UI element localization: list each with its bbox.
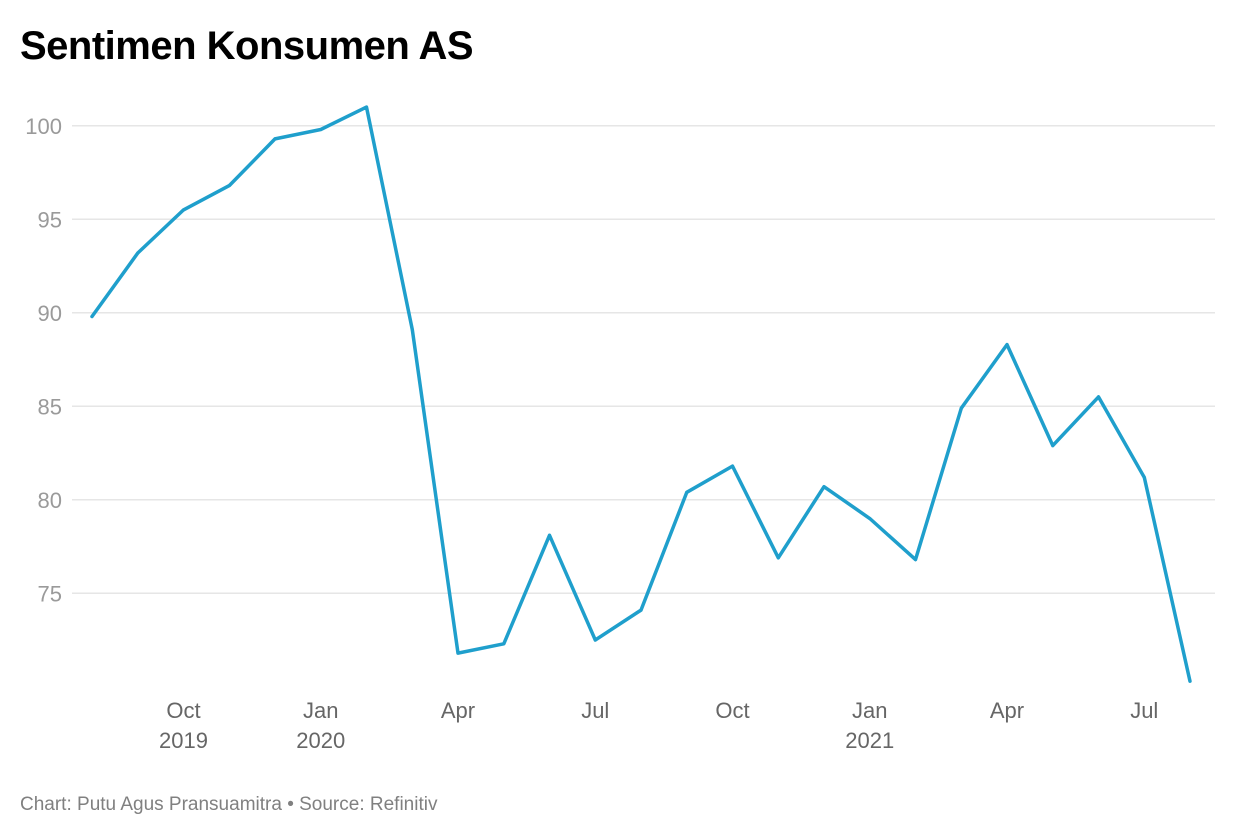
y-tick-label: 90 <box>38 301 62 326</box>
data-point <box>227 184 231 188</box>
data-point <box>136 251 140 255</box>
data-point <box>548 533 551 537</box>
x-tick-label: Jan <box>852 698 887 723</box>
y-tick-label: 75 <box>38 581 62 606</box>
y-tick-label: 80 <box>38 488 62 513</box>
data-point <box>731 464 734 468</box>
x-tick-label: Jan <box>303 698 338 723</box>
data-point <box>90 315 94 319</box>
data-point <box>365 105 368 109</box>
x-tick-label: Apr <box>990 698 1024 723</box>
data-point <box>456 651 460 655</box>
data-point <box>410 328 414 332</box>
y-tick-label: 95 <box>38 207 62 232</box>
data-point <box>319 128 323 132</box>
data-point <box>639 608 643 612</box>
x-tick-label: Jul <box>1130 698 1158 723</box>
data-point <box>914 558 917 562</box>
data-point <box>593 638 597 642</box>
data-point <box>685 490 689 494</box>
chart-footer: Chart: Putu Agus Pransuamitra • Source: … <box>20 794 438 815</box>
x-tick-label: Jul <box>581 698 609 723</box>
chart-title: Sentimen Konsumen AS <box>20 24 474 68</box>
data-point <box>1005 343 1009 347</box>
x-tick-label: Oct <box>166 698 200 723</box>
data-point <box>502 642 506 646</box>
data-point <box>1142 475 1146 479</box>
data-point <box>182 208 185 212</box>
x-tick-label: Oct <box>715 698 749 723</box>
data-point <box>868 517 872 520</box>
data-point <box>1097 395 1100 399</box>
y-tick-label: 100 <box>25 114 62 139</box>
data-point <box>959 406 963 410</box>
y-tick-label: 85 <box>38 394 62 419</box>
x-tick-year-label: 2021 <box>845 728 894 753</box>
data-point <box>1188 679 1192 683</box>
x-tick-year-label: 2020 <box>296 728 345 753</box>
x-tick-label: Apr <box>441 698 475 723</box>
x-tick-year-label: 2019 <box>159 728 208 753</box>
data-point <box>776 556 780 560</box>
series-line <box>90 105 1192 683</box>
data-point <box>1051 444 1055 448</box>
data-point <box>273 137 277 141</box>
data-point <box>822 485 826 489</box>
